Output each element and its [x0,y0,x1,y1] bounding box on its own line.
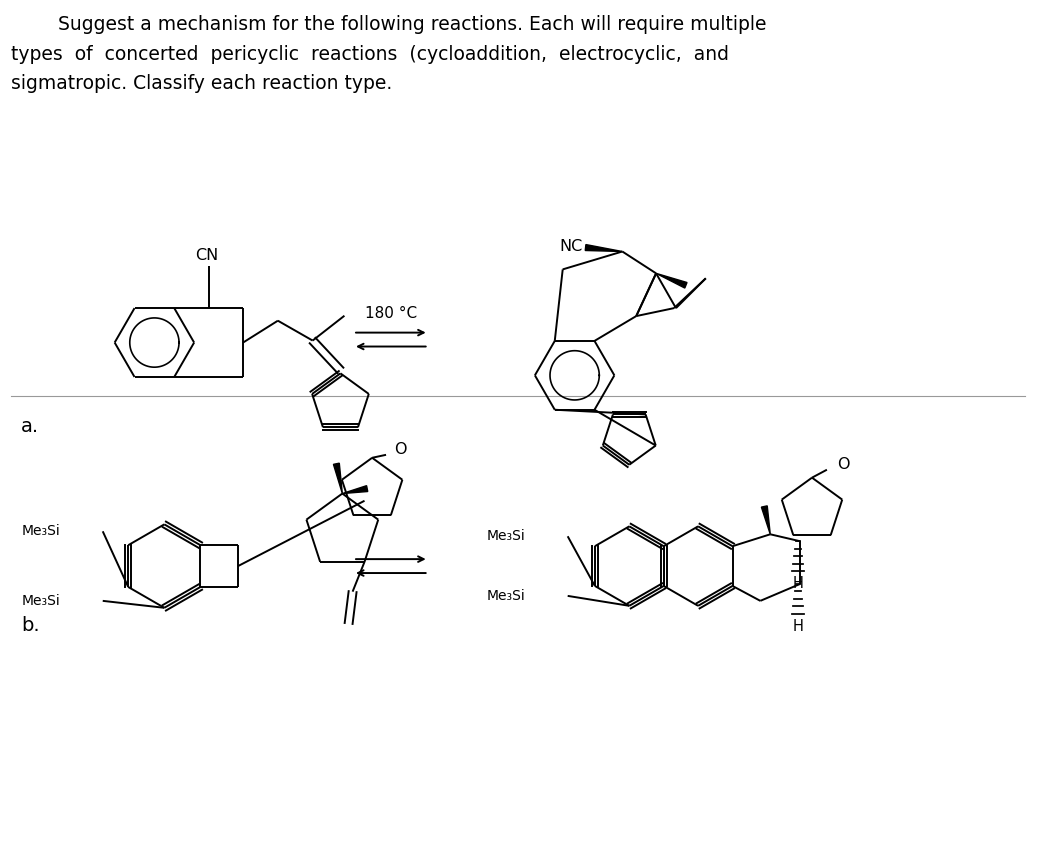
Text: Me₃Si: Me₃Si [486,589,525,603]
Text: a.: a. [21,417,39,436]
Polygon shape [762,506,770,534]
Text: Me₃Si: Me₃Si [486,529,525,544]
Polygon shape [343,486,367,493]
Text: CN: CN [195,249,218,263]
Text: H: H [793,576,803,591]
Text: sigmatropic. Classify each reaction type.: sigmatropic. Classify each reaction type… [11,74,392,94]
Text: types  of  concerted  pericyclic  reactions  (cycloaddition,  electrocyclic,  an: types of concerted pericyclic reactions … [11,44,730,64]
Polygon shape [333,463,343,493]
Polygon shape [656,273,687,288]
Text: O: O [837,458,849,472]
Text: b.: b. [21,616,39,636]
Polygon shape [585,245,623,251]
Text: Suggest a mechanism for the following reactions. Each will require multiple: Suggest a mechanism for the following re… [58,14,766,34]
Text: 180 °C: 180 °C [364,306,417,320]
Text: Me₃Si: Me₃Si [21,524,60,538]
Text: H: H [793,619,803,634]
Text: Me₃Si: Me₃Si [21,594,60,607]
Text: O: O [394,442,407,458]
Text: NC: NC [559,239,582,254]
